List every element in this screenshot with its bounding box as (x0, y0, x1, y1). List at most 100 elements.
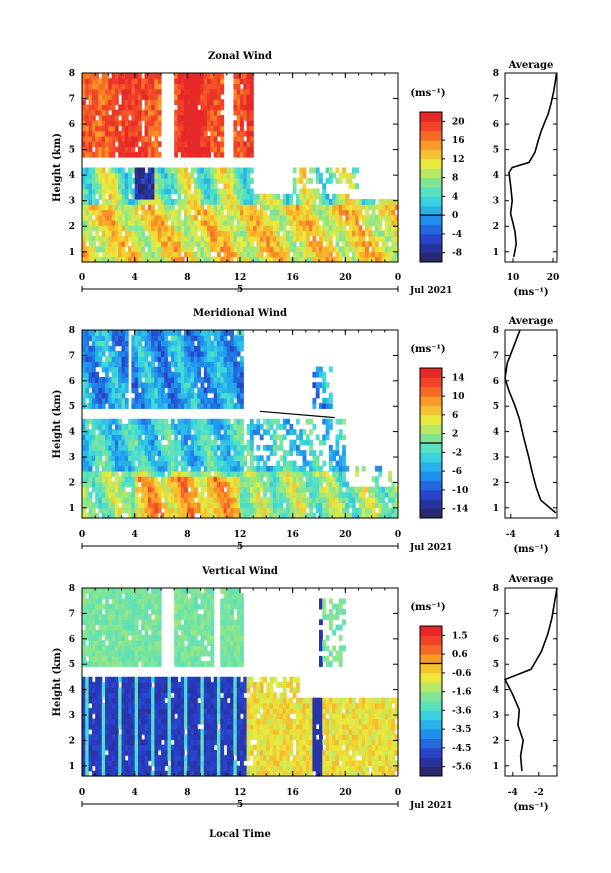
heatmap-field (82, 330, 399, 519)
colorbar-swatch (420, 499, 442, 510)
profile-x-tick-label: -2 (534, 788, 544, 798)
colorbar-swatch (420, 168, 442, 179)
profile-y-tick-label: 1 (493, 762, 499, 772)
y-tick-label: 5 (69, 660, 75, 670)
colorbar-swatch (420, 682, 442, 693)
y-tick-label: 2 (69, 736, 75, 746)
profile-x-tick-label: -4 (508, 788, 518, 798)
profile-y-tick-label: 5 (493, 402, 499, 412)
profile-y-tick-label: 7 (493, 95, 499, 105)
profile-y-tick-label: 2 (493, 478, 499, 488)
colorbar-tick-label: -5.6 (452, 763, 471, 773)
profile-y-tick-label: 4 (493, 686, 499, 696)
profile-y-tick-label: 6 (493, 120, 499, 130)
x-tick-label: 0 (79, 788, 85, 798)
x-tick-label: 8 (184, 273, 190, 283)
y-tick-label: 4 (69, 171, 75, 181)
y-tick-label: 5 (69, 402, 75, 412)
profile-line (503, 587, 558, 771)
colorbar-tick-label: -2 (452, 448, 462, 458)
colorbar-tick-label: 6 (452, 411, 458, 421)
y-tick-label: 1 (69, 762, 75, 772)
average-profile: Average 1 2 3 4 5 6 7 8 10 20 (ms⁻¹) (493, 60, 560, 298)
y-tick-label: 8 (69, 326, 75, 336)
x-tick-label: 0 (395, 530, 401, 540)
colorbar-swatch (420, 149, 442, 160)
profile-x-unit: (ms⁻¹) (513, 287, 548, 298)
colorbar-unit: (ms⁻¹) (410, 88, 445, 99)
colorbar-swatch (420, 757, 442, 768)
colorbar-swatch (420, 461, 442, 472)
profile-y-tick-label: 7 (493, 609, 499, 619)
x-tick-label: 0 (395, 788, 401, 798)
colorbar-tick-label: 16 (452, 136, 465, 146)
colorbar-tick-label: -6 (452, 467, 462, 477)
colorbar-tick-label: -3.5 (452, 725, 471, 735)
colorbar-swatch (420, 719, 442, 730)
colorbar-swatch (420, 654, 442, 665)
y-axis-label: Height (km) (52, 390, 63, 459)
colorbar-tick-label: 10 (452, 392, 465, 402)
x-axis-label: Local Time (209, 829, 271, 840)
profile-x-tick-label: 10 (507, 273, 520, 283)
colorbar-swatch (420, 471, 442, 482)
colorbar-swatch (420, 396, 442, 407)
colorbar-swatch (420, 701, 442, 711)
y-axis-label: Height (km) (52, 648, 63, 717)
x-tick-label: 16 (286, 530, 299, 540)
colorbar-swatch (420, 729, 442, 740)
colorbar-unit: (ms⁻¹) (410, 602, 445, 613)
colorbar-swatch (420, 672, 442, 683)
colorbar-swatch (420, 377, 442, 388)
colorbar-swatch (420, 738, 442, 749)
y-tick-label: 1 (69, 248, 75, 258)
colorbar-tick-label: 0.6 (452, 650, 468, 660)
colorbar-swatch (420, 766, 442, 777)
panel-title: Zonal Wind (208, 51, 272, 62)
colorbar-swatch (420, 196, 442, 207)
y-tick-label: 4 (69, 686, 75, 696)
colorbar-swatch (420, 233, 442, 244)
panel-title: Meridional Wind (193, 308, 287, 319)
heatmap-field (82, 73, 399, 263)
colorbar-swatch (420, 452, 442, 463)
x-tick-label: 4 (132, 273, 138, 283)
profile-y-tick-label: 2 (493, 736, 499, 746)
panel-title: Vertical Wind (201, 566, 278, 577)
colorbar-swatch (420, 443, 442, 453)
colorbar-swatch (420, 489, 442, 500)
profile-title: Average (508, 60, 554, 71)
y-tick-label: 3 (69, 711, 75, 721)
colorbar-swatch (420, 177, 442, 188)
profile-x-tick-label: 4 (554, 530, 560, 540)
x-tick-label: 20 (339, 788, 352, 798)
y-tick-label: 8 (69, 69, 75, 79)
colorbar-swatch (420, 691, 442, 702)
colorbar-tick-label: -14 (452, 505, 468, 515)
colorbar-swatch (420, 158, 442, 169)
profile-x-tick-label: 20 (547, 273, 560, 283)
colorbar-swatch (420, 205, 442, 216)
colorbar-tick-label: -0.6 (452, 669, 471, 679)
month-year-label: Jul 2021 (409, 801, 452, 811)
colorbar-swatch (420, 368, 442, 378)
colorbar-swatch (420, 405, 442, 416)
profile-y-tick-label: 7 (493, 351, 499, 361)
colorbar-tick-label: -10 (452, 486, 468, 496)
profile-y-tick-label: 3 (493, 453, 499, 463)
y-tick-label: 7 (69, 95, 75, 105)
colorbar-swatch (420, 508, 442, 519)
colorbar-tick-label: -3.6 (452, 706, 471, 716)
colorbar-swatch (420, 424, 442, 435)
colorbar-tick-label: -4 (452, 230, 462, 240)
profile-frame (504, 329, 558, 519)
x-tick-label: 12 (234, 273, 247, 283)
colorbar-swatch (420, 187, 442, 197)
y-axis-label: Height (km) (52, 133, 63, 202)
colorbar-frame (419, 625, 443, 777)
y-tick-label: 8 (69, 584, 75, 594)
colorbar-tick-label: 2 (452, 430, 458, 440)
